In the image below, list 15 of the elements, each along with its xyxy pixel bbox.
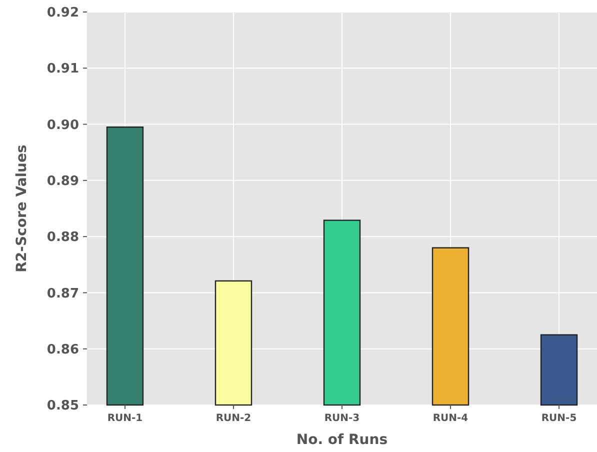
y-tick-label: 0.90 (46, 118, 79, 133)
y-tick-label: 0.86 (46, 342, 79, 358)
x-tick-label: RUN-5 (541, 413, 577, 424)
x-tick-label: RUN-3 (324, 413, 360, 424)
x-axis-title: No. of Runs (296, 432, 388, 448)
y-tick-label: 0.85 (46, 398, 79, 414)
x-tick-label: RUN-2 (216, 413, 252, 424)
x-tick-label: RUN-4 (432, 413, 468, 424)
y-tick-label: 0.91 (46, 62, 79, 77)
y-tick-label: 0.92 (46, 6, 79, 21)
y-axis-title: R2-Score Values (14, 144, 30, 272)
y-tick-label: 0.87 (46, 286, 79, 302)
y-tick-label: 0.89 (46, 174, 79, 189)
y-tick-label: 0.88 (46, 230, 79, 246)
x-tick-label: RUN-1 (107, 413, 143, 424)
